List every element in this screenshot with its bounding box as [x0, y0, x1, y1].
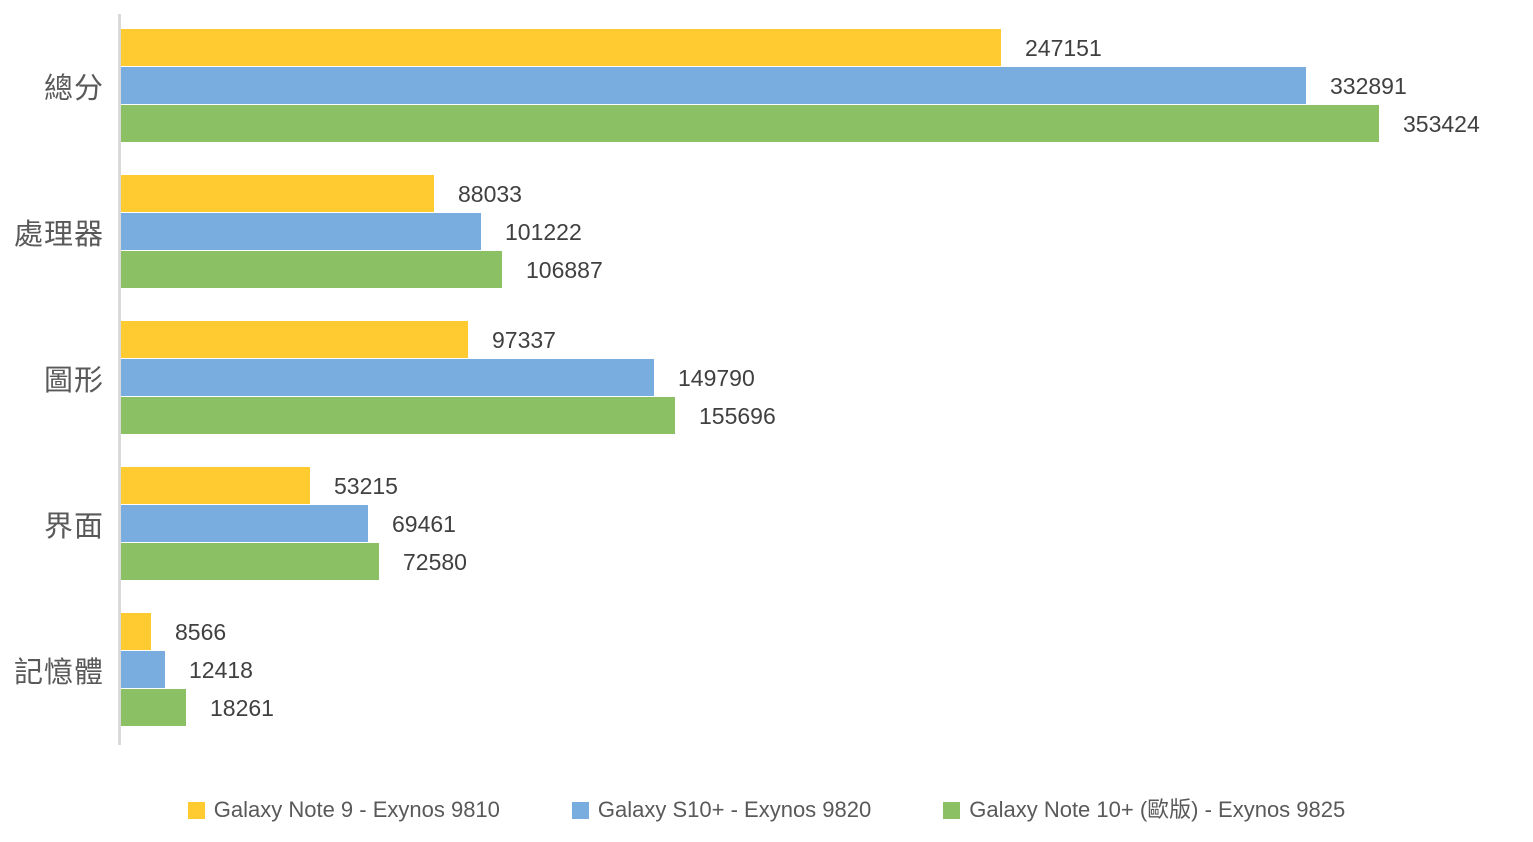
category-group: 圖形 97337 149790 155696 — [0, 321, 1533, 435]
value-label: 247151 — [1025, 35, 1102, 61]
bar — [121, 505, 368, 542]
bar-row: 247151 — [121, 29, 1533, 67]
bar — [121, 105, 1379, 142]
bar-row: 88033 — [121, 175, 1533, 213]
bar-row: 332891 — [121, 67, 1533, 105]
bar — [121, 613, 151, 650]
bar — [121, 651, 165, 688]
legend-label: Galaxy Note 9 - Exynos 9810 — [213, 797, 500, 822]
value-label: 69461 — [392, 511, 456, 537]
bar — [121, 397, 675, 434]
bar — [121, 213, 481, 250]
bar — [121, 689, 186, 726]
value-label: 12418 — [189, 657, 253, 683]
bar-row: 53215 — [121, 467, 1533, 505]
category-label: 圖形 — [43, 365, 104, 397]
legend-swatch — [571, 801, 589, 819]
category-group: 總分 247151 332891 353424 — [0, 29, 1533, 143]
category-label: 總分 — [43, 73, 104, 105]
value-label: 18261 — [210, 695, 274, 721]
bar-row: 18261 — [121, 689, 1533, 727]
bar-row: 72580 — [121, 543, 1533, 581]
value-label: 353424 — [1403, 111, 1480, 137]
category-group: 界面 53215 69461 72580 — [0, 467, 1533, 581]
bar-row: 106887 — [121, 251, 1533, 289]
category-label: 記憶體 — [13, 657, 104, 689]
bar — [121, 29, 1001, 66]
bar — [121, 67, 1306, 104]
value-label: 72580 — [403, 549, 467, 575]
bar-row: 155696 — [121, 397, 1533, 435]
value-label: 97337 — [492, 327, 556, 353]
category-group: 處理器 88033 101222 106887 — [0, 175, 1533, 289]
bar-row: 353424 — [121, 105, 1533, 143]
legend-item: Galaxy Note 10+ (歐版) - Exynos 9825 — [943, 796, 1345, 824]
bar-row: 8566 — [121, 613, 1533, 651]
value-label: 88033 — [458, 181, 522, 207]
bar-row: 69461 — [121, 505, 1533, 543]
legend-item: Galaxy Note 9 - Exynos 9810 — [187, 796, 500, 824]
legend-swatch — [187, 801, 205, 819]
category-label: 界面 — [43, 511, 104, 543]
bar-row: 101222 — [121, 213, 1533, 251]
bar-row: 149790 — [121, 359, 1533, 397]
value-label: 149790 — [678, 365, 755, 391]
value-label: 53215 — [334, 473, 398, 499]
legend-item: Galaxy S10+ - Exynos 9820 — [571, 796, 872, 824]
legend-label: Galaxy Note 10+ (歐版) - Exynos 9825 — [969, 797, 1346, 822]
bar — [121, 251, 502, 288]
legend-swatch — [943, 801, 961, 819]
category-label: 處理器 — [13, 219, 104, 251]
bar — [121, 321, 468, 358]
value-label: 106887 — [526, 257, 603, 283]
bar-row: 12418 — [121, 651, 1533, 689]
value-label: 101222 — [505, 219, 582, 245]
bar — [121, 359, 654, 396]
legend: Galaxy Note 9 - Exynos 9810 Galaxy S10+ -… — [0, 796, 1533, 824]
y-axis-line — [118, 14, 121, 745]
bar-row: 97337 — [121, 321, 1533, 359]
bar — [121, 175, 434, 212]
category-group: 記憶體 8566 12418 18261 — [0, 613, 1533, 727]
value-label: 8566 — [175, 619, 227, 645]
bar — [121, 467, 310, 504]
value-label: 332891 — [1330, 73, 1407, 99]
legend-label: Galaxy S10+ - Exynos 9820 — [597, 797, 872, 822]
value-label: 155696 — [699, 403, 776, 429]
bar — [121, 543, 379, 580]
